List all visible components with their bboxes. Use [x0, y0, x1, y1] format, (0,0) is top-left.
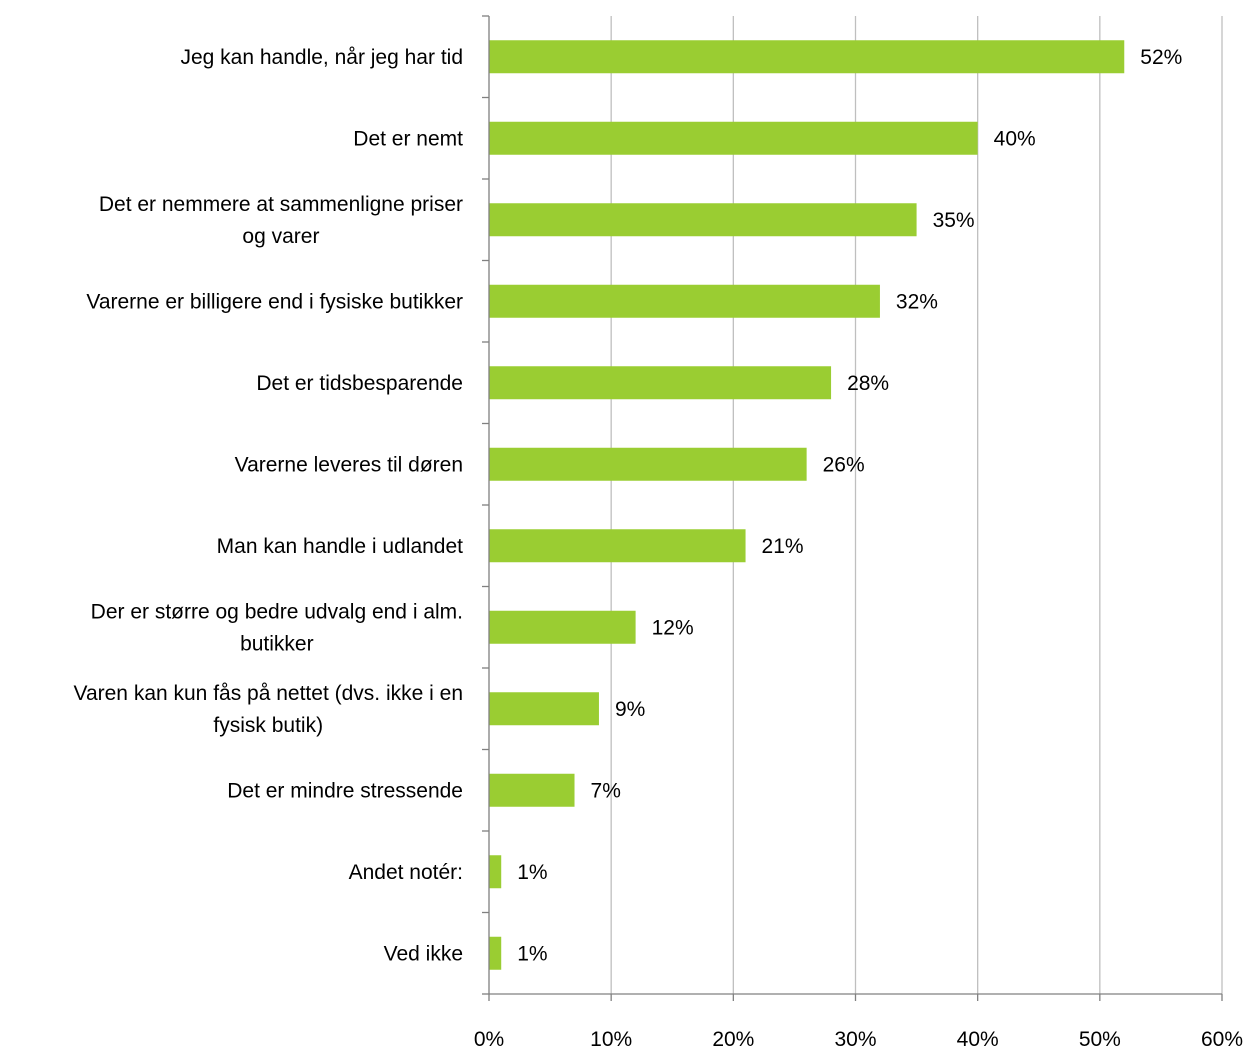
- category-label-line: Det er mindre stressende: [227, 779, 463, 802]
- x-tick-label: 40%: [957, 1028, 999, 1048]
- category-label: Der er større og bedre udvalg end i alm.…: [91, 600, 463, 655]
- category-label-line: butikker: [240, 632, 314, 655]
- value-label: 21%: [762, 535, 804, 558]
- category-label-line: Det er nemmere at sammenligne priser: [99, 193, 463, 216]
- value-label: 40%: [994, 127, 1036, 150]
- category-label: Det er nemmere at sammenligne priser og v…: [99, 193, 463, 248]
- bar: [489, 936, 502, 970]
- value-label: 28%: [847, 372, 889, 395]
- x-tick-label: 10%: [590, 1028, 632, 1048]
- bars: [489, 40, 1125, 970]
- category-label-line: Varerne leveres til døren: [235, 453, 463, 476]
- value-label: 7%: [591, 779, 621, 802]
- category-label-line: Andet notér:: [349, 861, 463, 884]
- value-label: 9%: [615, 698, 645, 721]
- x-tick-label: 60%: [1201, 1028, 1243, 1048]
- category-label-line: Man kan handle i udlandet: [217, 535, 464, 558]
- category-label: Man kan handle i udlandet: [217, 535, 464, 558]
- category-label-line: Jeg kan handle, når jeg har tid: [180, 46, 463, 69]
- category-label: Det er nemt: [353, 127, 463, 150]
- category-label-line: Varerne er billigere end i fysiske butik…: [86, 290, 463, 313]
- bar: [489, 447, 807, 481]
- bar: [489, 529, 746, 563]
- bar: [489, 121, 978, 155]
- x-tick-label: 20%: [712, 1028, 754, 1048]
- axes: [482, 15, 1223, 1001]
- category-label: Det er tidsbesparende: [256, 372, 463, 395]
- value-label: 26%: [823, 453, 865, 476]
- value-label: 12%: [652, 616, 694, 639]
- category-label-line: Det er tidsbesparende: [256, 372, 463, 395]
- category-label: Varen kan kun fås på nettet (dvs. ikke i…: [74, 682, 464, 737]
- category-label-line: fysisk butik): [213, 714, 323, 737]
- bar: [489, 203, 917, 237]
- x-tick-label: 0%: [474, 1028, 504, 1048]
- bar: [489, 284, 880, 318]
- category-label-line: Ved ikke: [384, 942, 463, 965]
- gridlines: [610, 16, 1223, 994]
- bar: [489, 855, 502, 889]
- category-label: Varerne er billigere end i fysiske butik…: [86, 290, 463, 313]
- category-label-line: Der er større og bedre udvalg end i alm.: [91, 600, 463, 623]
- value-labels: 52% 40% 35% 32% 28% 26% 21% 12% 9% 7% 1% 1%: [517, 46, 1182, 966]
- category-label: Det er mindre stressende: [227, 779, 463, 802]
- value-label: 32%: [896, 290, 938, 313]
- bar: [489, 692, 599, 726]
- bar: [489, 366, 832, 400]
- category-label: Varerne leveres til døren: [235, 453, 463, 476]
- x-tick-labels: 0% 10% 20% 30% 40% 50% 60%: [474, 1028, 1243, 1048]
- category-label: Andet notér:: [349, 861, 463, 884]
- bar: [489, 773, 575, 807]
- value-label: 52%: [1140, 46, 1182, 69]
- value-label: 1%: [517, 942, 547, 965]
- x-tick-label: 30%: [834, 1028, 876, 1048]
- category-label: Jeg kan handle, når jeg har tid: [180, 46, 463, 69]
- category-label-line: Det er nemt: [353, 127, 463, 150]
- value-label: 35%: [933, 209, 975, 232]
- bar: [489, 40, 1125, 74]
- category-label-line: Varen kan kun fås på nettet (dvs. ikke i…: [74, 682, 464, 705]
- category-label-line: og varer: [242, 225, 319, 248]
- category-labels: Jeg kan handle, når jeg har tid Det er ne…: [74, 46, 464, 966]
- bar: [489, 610, 636, 644]
- category-label: Ved ikke: [384, 942, 463, 965]
- value-label: 1%: [517, 861, 547, 884]
- x-tick-label: 50%: [1079, 1028, 1121, 1048]
